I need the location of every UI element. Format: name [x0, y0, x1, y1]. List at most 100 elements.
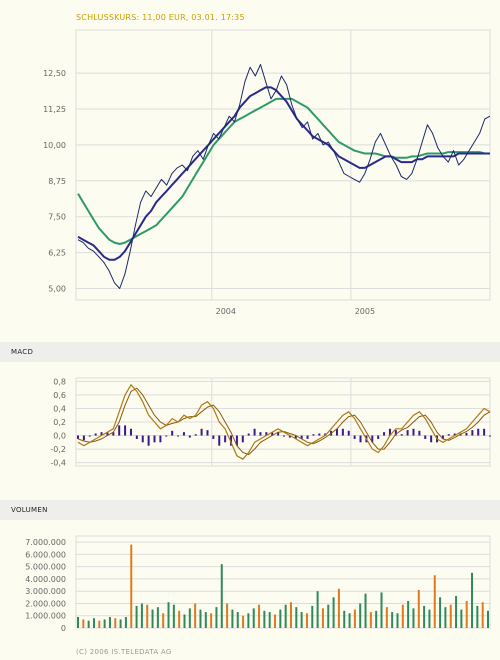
volume-bar — [396, 613, 399, 628]
macd-histogram-bar — [271, 432, 274, 436]
macd-histogram-bar — [371, 435, 374, 443]
macd-y-tick-label: -0,4 — [50, 459, 66, 468]
macd-histogram-bar — [88, 435, 91, 437]
macd-histogram-bar — [412, 428, 415, 436]
volume-bar — [172, 604, 175, 628]
macd-histogram-bar — [77, 435, 79, 439]
volume-bar — [151, 609, 154, 628]
volume-bar — [316, 591, 319, 628]
price-y-tick-label: 11,25 — [43, 105, 66, 114]
volume-bar — [82, 619, 85, 628]
macd-histogram-bar — [259, 432, 262, 436]
macd-histogram-bar — [400, 434, 403, 436]
macd-histogram-bar — [171, 430, 174, 436]
volume-bar — [401, 604, 404, 628]
macd-histogram-bar — [118, 425, 121, 436]
price-chart: 12,50 11,25 10,00 8,75 7,50 6,25 5,00 2004 2005 — [43, 29, 491, 316]
volume-y-tick-label: 3.000.000 — [25, 587, 66, 596]
macd-histogram-bar — [247, 433, 250, 436]
macd-histogram-bar — [153, 435, 156, 443]
macd-histogram-bar — [206, 430, 209, 436]
volume-bar — [215, 607, 218, 628]
macd-histogram-bar — [477, 428, 480, 436]
volume-bar — [156, 607, 159, 628]
volume-bar — [226, 603, 229, 628]
volume-bar — [476, 605, 479, 628]
volume-bar — [359, 603, 362, 628]
volume-bar — [231, 609, 234, 628]
volume-bar — [258, 604, 261, 628]
volume-bar — [252, 608, 255, 628]
volume-bar — [439, 597, 442, 628]
price-line — [77, 64, 491, 289]
macd-histogram-bar — [471, 430, 474, 436]
macd-histogram-bar — [253, 428, 256, 436]
volume-bar — [289, 602, 292, 628]
volume-bar — [87, 620, 90, 628]
volume-bar — [167, 602, 170, 628]
macd-histogram-bar — [218, 435, 221, 446]
volume-bar — [77, 616, 79, 628]
macd-histogram-bar — [306, 435, 309, 439]
volume-bar — [343, 610, 346, 628]
macd-histogram-bar — [318, 433, 321, 436]
macd-histogram-bar — [235, 435, 238, 446]
macd-histogram-bar — [300, 435, 303, 439]
macd-y-tick-label: 0,4 — [53, 404, 66, 413]
volume-bar — [423, 605, 426, 628]
macd-histogram-bar — [277, 432, 280, 436]
volume-y-tick-label: 4.000.000 — [25, 575, 66, 584]
volume-bar — [188, 608, 191, 628]
volume-bar — [407, 601, 410, 628]
volume-bar — [295, 607, 298, 628]
volume-bar — [119, 619, 122, 628]
volume-bar — [311, 605, 314, 628]
macd-histogram-bar — [241, 435, 244, 443]
volume-bar — [162, 613, 165, 628]
volume-bar — [417, 589, 420, 628]
macd-histogram-bar — [359, 435, 362, 443]
volume-bar — [140, 603, 143, 628]
volume-bar — [487, 610, 489, 628]
volume-bar — [375, 610, 378, 628]
price-y-tick-label: 7,50 — [48, 213, 66, 222]
volume-bar — [247, 613, 250, 628]
volume-bar — [364, 593, 367, 628]
volume-bar — [178, 610, 181, 628]
macd-histogram-bar — [288, 435, 291, 438]
volume-bar — [481, 602, 484, 628]
closing-price-header: SCHLUSSKURS: 11,00 EUR, 03.01. 17:35 — [76, 13, 245, 22]
volume-bar — [103, 619, 106, 628]
macd-histogram-bar — [424, 435, 427, 439]
volume-bar — [199, 609, 202, 628]
volume-bar — [135, 605, 138, 628]
volume-bar — [146, 604, 149, 628]
macd-histogram-bar — [394, 430, 397, 436]
volume-bar — [92, 618, 95, 628]
volume-y-tick-label: 0 — [61, 624, 66, 633]
price-x-tick-label: 2004 — [216, 307, 236, 316]
price-x-tick-label: 2005 — [355, 307, 375, 316]
macd-histogram-bar — [447, 434, 450, 436]
volume-bar — [124, 616, 127, 628]
volume-y-tick-label: 2.000.000 — [25, 599, 66, 608]
volume-bar — [305, 613, 308, 628]
price-y-tick-label: 10,00 — [43, 141, 66, 150]
volume-bar — [385, 607, 388, 628]
macd-histogram-bar — [283, 435, 285, 437]
macd-histogram-bar — [182, 432, 185, 436]
volume-bar — [220, 564, 223, 628]
macd-histogram-bar — [465, 432, 468, 436]
copyright-text: (C) 2006 IS.TELEDATA AG — [76, 648, 172, 656]
macd-histogram-bar — [100, 432, 103, 436]
macd-histogram-bar — [124, 425, 127, 436]
volume-bar — [274, 614, 277, 628]
macd-y-tick-label: 0,8 — [53, 377, 66, 386]
macd-histogram-bar — [188, 435, 191, 438]
macd-histogram-bar — [141, 435, 144, 443]
macd-histogram-bar — [353, 435, 356, 439]
volume-bar — [268, 612, 271, 628]
macd-histogram-bar — [212, 435, 215, 439]
macd-histogram-bar — [377, 435, 380, 439]
volume-bar — [332, 597, 335, 628]
